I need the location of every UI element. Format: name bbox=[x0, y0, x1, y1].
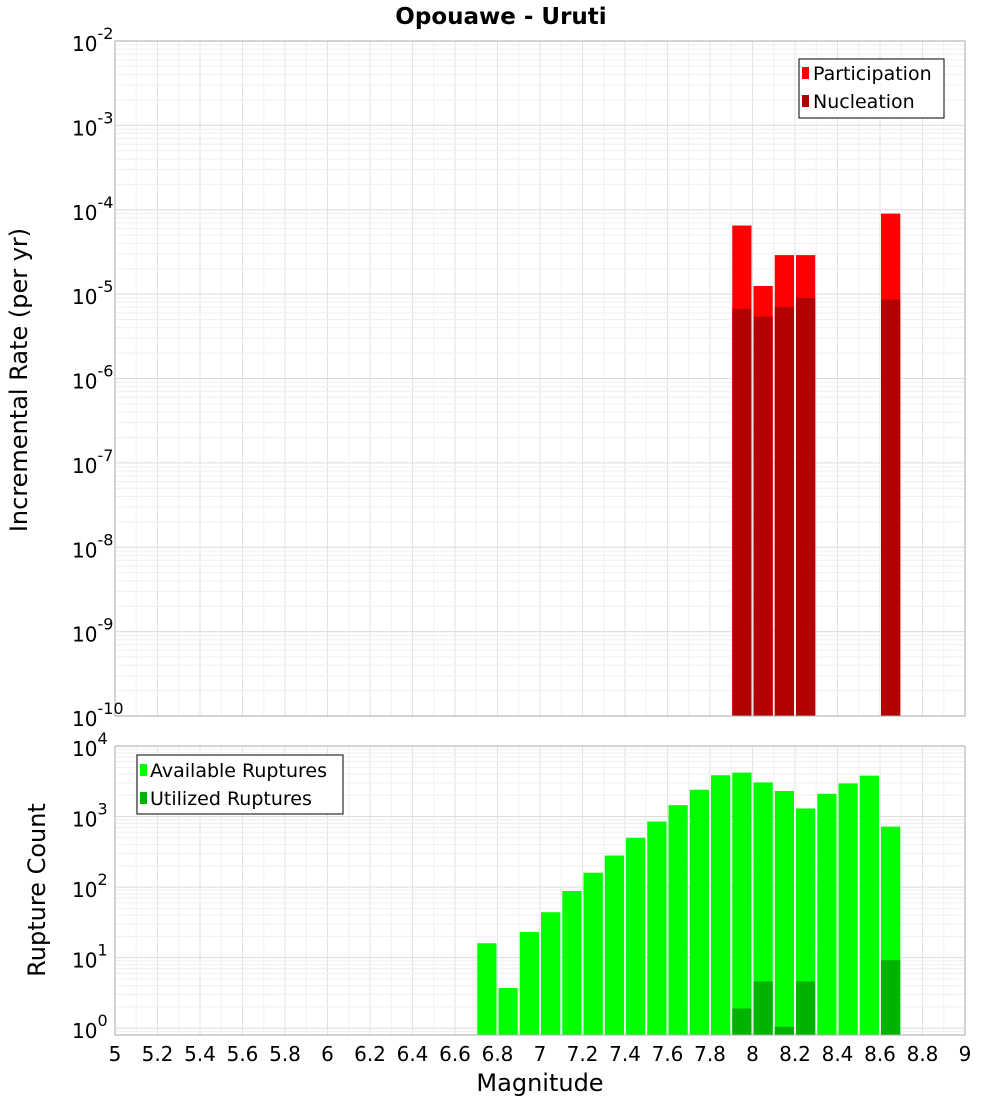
bottom-bar-series2 bbox=[796, 981, 816, 1035]
x-tick-label: 8 bbox=[746, 1042, 759, 1066]
top-bar-series2 bbox=[732, 308, 752, 716]
top-y-tick-label: 10-8 bbox=[72, 530, 113, 562]
top-y-tick-label: 10-9 bbox=[72, 615, 113, 647]
top-y-tick-label: 10-3 bbox=[72, 108, 113, 140]
bottom-bar-series1 bbox=[711, 775, 731, 1035]
x-tick-label: 7.8 bbox=[694, 1042, 726, 1066]
bottom-y-tick-label: 104 bbox=[72, 729, 108, 761]
bottom-legend-box bbox=[136, 754, 344, 815]
x-tick-label: 8.6 bbox=[864, 1042, 896, 1066]
x-tick-label: 6.2 bbox=[354, 1042, 386, 1066]
x-axis-title: Magnitude bbox=[476, 1069, 603, 1097]
top-legend-box bbox=[798, 58, 945, 119]
top-bar-series2 bbox=[796, 297, 816, 716]
legend-swatch-available bbox=[140, 764, 147, 776]
x-tick-label: 8.8 bbox=[907, 1042, 939, 1066]
top-plot-gridlines bbox=[114, 40, 966, 717]
bottom-bar-series1 bbox=[668, 805, 688, 1035]
bottom-y-axis-title: Rupture Count bbox=[23, 803, 51, 977]
x-tick-label: 7.4 bbox=[609, 1042, 641, 1066]
legend-label-nucleation: Nucleation bbox=[813, 91, 915, 113]
top-bar-series2 bbox=[881, 299, 901, 716]
bottom-bar-series1 bbox=[519, 932, 539, 1035]
bottom-plot-frame bbox=[114, 745, 966, 1036]
top-y-tick-label: 10-2 bbox=[72, 24, 113, 56]
x-tick-labels: 5 5.2 5.4 5.6 5.8 6 6.2 6.4 6.6 6.8 7 7.2 7.4 7.6 7.8 8… bbox=[109, 1042, 972, 1066]
bottom-legend: Available Ruptures Utilized Ruptures bbox=[136, 754, 344, 815]
x-tick-label: 5.6 bbox=[227, 1042, 259, 1066]
bottom-bar-series1 bbox=[817, 793, 837, 1035]
bottom-y-tick-label: 100 bbox=[72, 1011, 108, 1043]
x-tick-label: 8.2 bbox=[779, 1042, 811, 1066]
top-y-tick-labels: 10-2 10-3 10-4 10-5 10-6 10-7 10-8 10-9 10-10 bbox=[72, 24, 124, 731]
top-plot-bars bbox=[732, 213, 901, 717]
top-y-tick-label: 10-7 bbox=[72, 446, 113, 478]
bottom-bar-series1 bbox=[541, 912, 561, 1035]
bottom-bar-series1 bbox=[774, 791, 794, 1035]
legend-label-available: Available Ruptures bbox=[150, 760, 327, 782]
bottom-bar-series2 bbox=[732, 1008, 752, 1035]
bottom-bar-series1 bbox=[838, 783, 858, 1035]
bottom-y-tick-label: 101 bbox=[72, 941, 108, 973]
bottom-bar-series1 bbox=[626, 837, 646, 1035]
x-tick-label: 5.4 bbox=[184, 1042, 216, 1066]
top-legend: Participation Nucleation bbox=[798, 58, 945, 119]
x-tick-label: 7.2 bbox=[567, 1042, 599, 1066]
bottom-bar-series1 bbox=[689, 789, 709, 1035]
bottom-y-tick-label: 102 bbox=[72, 870, 108, 902]
legend-swatch-utilized bbox=[140, 792, 147, 804]
bottom-bar-series2 bbox=[774, 1026, 794, 1035]
x-tick-label: 8.4 bbox=[822, 1042, 854, 1066]
top-plot-frame bbox=[114, 40, 966, 717]
bottom-bar-series1 bbox=[498, 988, 518, 1035]
bottom-bar-series1 bbox=[583, 872, 603, 1035]
legend-swatch-nucleation bbox=[802, 95, 809, 107]
x-tick-label: 5.2 bbox=[142, 1042, 174, 1066]
bottom-bar-series1 bbox=[796, 808, 816, 1035]
bottom-bar-series1 bbox=[562, 890, 582, 1035]
bottom-plot-bars bbox=[477, 772, 901, 1035]
bottom-bar-series2 bbox=[753, 981, 773, 1035]
top-y-tick-label: 10-5 bbox=[72, 277, 113, 309]
bottom-bar-series1 bbox=[859, 775, 879, 1035]
bottom-bar-series1 bbox=[477, 943, 497, 1035]
x-tick-label: 5.8 bbox=[269, 1042, 301, 1066]
top-y-tick-label: 10-4 bbox=[72, 193, 113, 225]
legend-swatch-participation bbox=[802, 67, 809, 79]
x-tick-label: 5 bbox=[109, 1042, 122, 1066]
bottom-y-tick-labels: 104 103 102 101 100 bbox=[72, 729, 108, 1043]
x-tick-label: 6.6 bbox=[439, 1042, 471, 1066]
top-y-tick-label: 10-10 bbox=[72, 699, 124, 731]
legend-label-participation: Participation bbox=[813, 63, 932, 85]
bottom-bar-series1 bbox=[732, 772, 752, 1035]
top-y-tick-label: 10-6 bbox=[72, 362, 113, 394]
bottom-bar-series1 bbox=[753, 782, 773, 1035]
x-tick-label: 6 bbox=[321, 1042, 334, 1066]
legend-label-utilized: Utilized Ruptures bbox=[150, 788, 312, 810]
x-tick-label: 7 bbox=[534, 1042, 547, 1066]
bottom-bar-series1 bbox=[604, 855, 624, 1035]
bottom-bar-series2 bbox=[881, 960, 901, 1035]
x-tick-label: 6.8 bbox=[482, 1042, 514, 1066]
top-bar-series2 bbox=[774, 307, 794, 716]
bottom-bar-series1 bbox=[647, 821, 667, 1035]
chart-title: Opouawe - Uruti bbox=[395, 4, 606, 30]
bottom-y-tick-label: 103 bbox=[72, 800, 108, 832]
x-tick-label: 9 bbox=[959, 1042, 972, 1066]
x-tick-label: 7.6 bbox=[652, 1042, 684, 1066]
x-tick-label: 6.4 bbox=[397, 1042, 429, 1066]
top-bar-series2 bbox=[753, 316, 773, 716]
top-y-axis-title: Incremental Rate (per yr) bbox=[5, 228, 33, 532]
